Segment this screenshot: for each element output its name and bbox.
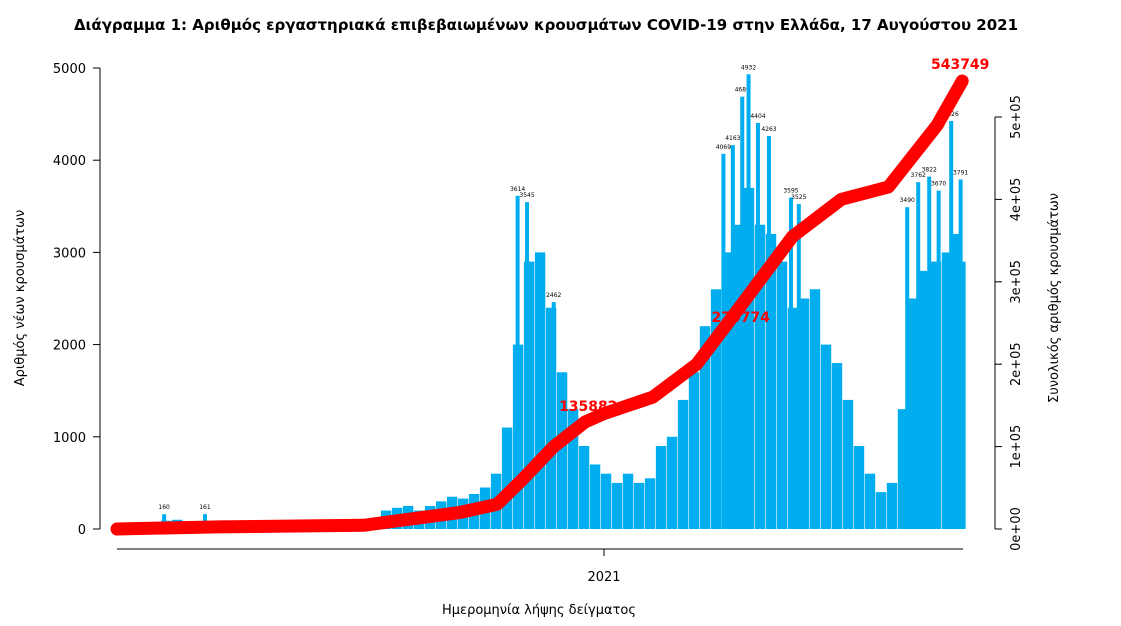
bar	[810, 289, 820, 529]
bar	[678, 400, 688, 529]
cumulative-annotation: 135882	[559, 399, 617, 415]
bar	[843, 400, 853, 529]
chart-title: Διάγραμμα 1: Αριθμός εργαστηριακά επιβεβ…	[74, 16, 1018, 34]
bar-value-label: 4263	[761, 126, 776, 133]
x-tick-label: 2021	[587, 570, 620, 585]
bar	[502, 428, 512, 529]
bar	[579, 446, 589, 529]
y-axis-right-label: Συνολικός αριθμός κρουσμάτων	[1047, 193, 1062, 403]
y-right-tick-label: 2e+05	[1009, 342, 1024, 386]
bar-value-label: 3525	[791, 194, 806, 201]
y-tick-label: 1000	[53, 431, 86, 446]
y-right-tick-label: 5e+05	[1009, 95, 1024, 139]
bar-value-label: 4404	[750, 113, 765, 120]
cumulative-annotation: 270774	[711, 310, 770, 326]
y-right-tick-label: 4e+05	[1009, 178, 1024, 222]
bar-value-label: 161	[199, 504, 211, 511]
y-tick-label: 0	[78, 523, 86, 538]
right-axis-ticks: 0e+00 1e+05 2e+05 3e+05 4e+05 5e+05	[995, 95, 1024, 551]
y-right-tick-label: 1e+05	[1009, 425, 1024, 469]
bar-value-label: 4163	[725, 135, 740, 142]
bar	[854, 446, 864, 529]
bar	[612, 483, 622, 529]
y-right-tick-label: 3e+05	[1009, 260, 1024, 304]
y-tick-label: 4000	[53, 154, 86, 169]
bar-value-label: 3822	[922, 167, 937, 174]
bar-value-label: 3670	[931, 181, 946, 188]
peak-bar	[959, 179, 963, 529]
bar	[962, 262, 965, 529]
x-axis-label: Ημερομηνία λήψης δείγματος	[442, 603, 636, 618]
bar-value-label: 3791	[953, 169, 968, 176]
bar-value-label: 2462	[546, 292, 561, 299]
peak-bar	[731, 145, 735, 529]
bar	[645, 478, 655, 529]
bar	[590, 464, 600, 529]
bar-value-label: 4932	[741, 64, 756, 71]
y-tick-label: 2000	[53, 339, 86, 354]
y-right-tick-label: 0e+00	[1009, 507, 1024, 551]
bar	[623, 474, 633, 529]
y-tick-label: 3000	[53, 246, 86, 261]
bar	[601, 474, 611, 529]
bar	[777, 262, 787, 529]
left-axis-ticks: 0 1000 2000 3000 4000 5000	[53, 62, 100, 538]
bar-value-label: 3545	[519, 192, 534, 199]
peak-bar	[937, 191, 941, 529]
bar-value-label: 4069	[716, 144, 731, 151]
bar-value-label: 160	[158, 504, 170, 511]
peak-bar	[552, 302, 556, 529]
peak-bar	[756, 123, 760, 529]
bar	[656, 446, 666, 529]
peak-bar	[927, 177, 931, 529]
bar	[887, 483, 897, 529]
y-axis-label: Αριθμός νέων κρουσμάτων	[13, 210, 28, 387]
bar	[634, 483, 644, 529]
bar	[535, 252, 545, 529]
cumulative-annotation: 543749	[931, 57, 989, 73]
bar	[821, 345, 831, 529]
peak-bar	[916, 182, 920, 529]
peak-bar	[797, 204, 801, 529]
bar	[689, 372, 699, 529]
bars-layer	[117, 188, 966, 529]
bar	[865, 474, 875, 529]
bar-value-label: 3490	[900, 197, 915, 204]
peak-bar	[905, 207, 909, 529]
bar	[667, 437, 677, 529]
peak-bar	[767, 136, 771, 529]
peak-bar	[949, 121, 953, 529]
bar	[876, 492, 886, 529]
y-tick-label: 5000	[53, 62, 86, 77]
bar	[832, 363, 842, 529]
